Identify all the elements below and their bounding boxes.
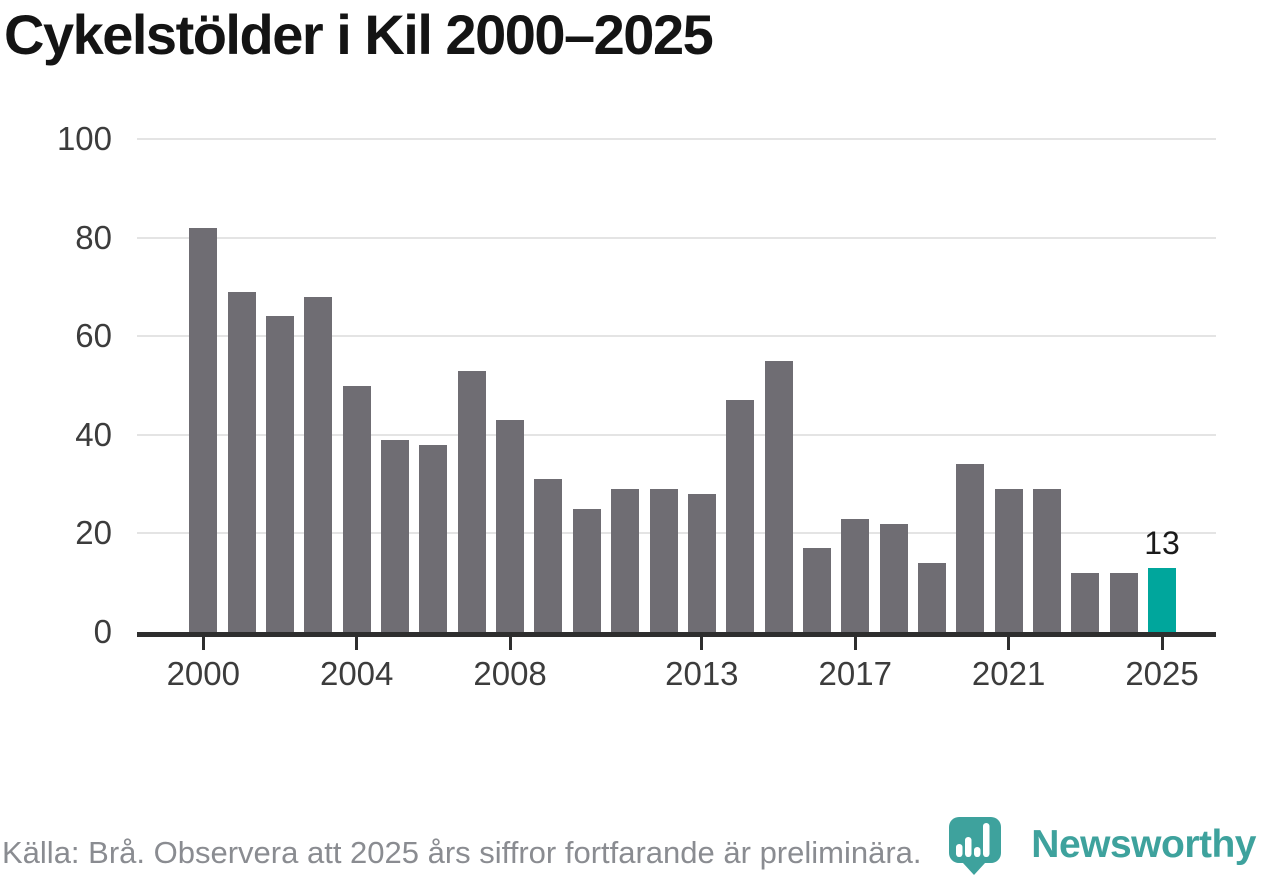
bar-2001 [227, 291, 256, 632]
bar-2022 [1033, 489, 1061, 632]
bar-2011 [611, 489, 640, 632]
chart-title: Cykelstölder i Kil 2000–2025 [4, 3, 714, 66]
x-axis-line [137, 632, 1216, 637]
bar-2017 [841, 518, 870, 632]
x-tick-2008 [508, 637, 512, 650]
x-axis-label: 2008 [473, 655, 547, 692]
bar-2000 [189, 227, 218, 632]
y-axis-label: 0 [93, 613, 112, 650]
bar-2024 [1109, 572, 1138, 632]
bar-2025 [1148, 567, 1177, 632]
bar-2019 [917, 562, 946, 632]
bar-2007 [457, 370, 486, 632]
bar-2018 [879, 523, 908, 632]
bar-2008 [496, 420, 525, 632]
gridline-y60 [137, 335, 1216, 338]
bar-2023 [1071, 572, 1100, 632]
highlight-value-label: 13 [1144, 524, 1180, 561]
newsworthy-wordmark: Newsworthy [1031, 823, 1256, 866]
bar-2002 [266, 316, 294, 632]
bar-2020 [956, 464, 985, 632]
bar-2009 [534, 479, 563, 632]
x-tick-2017 [853, 637, 857, 650]
bar-2010 [572, 508, 601, 632]
newsworthy-bubble-bar-chart-icon [949, 817, 1001, 875]
gridline-y100 [137, 138, 1216, 140]
bar-2015 [764, 360, 793, 632]
bar-2016 [802, 548, 831, 632]
bar-2013 [687, 493, 716, 632]
gridline-y80 [137, 236, 1216, 239]
x-tick-2025 [1160, 637, 1164, 650]
y-axis-label: 60 [75, 317, 112, 355]
x-axis-label: 2025 [1125, 655, 1199, 692]
x-axis-label: 2004 [319, 655, 394, 692]
bar-2012 [649, 489, 678, 632]
x-tick-2021 [1007, 637, 1011, 650]
y-axis-label: 20 [75, 514, 112, 552]
bar-2005 [381, 439, 410, 632]
x-axis-label: 2013 [665, 655, 739, 692]
gridline-y40 [137, 433, 1216, 436]
x-tick-2013 [700, 637, 704, 650]
y-axis-label: 100 [56, 120, 112, 157]
x-tick-2000 [201, 637, 205, 650]
source-note: Källa: Brå. Observera att 2025 års siffr… [2, 835, 922, 870]
x-axis-label: 2017 [818, 655, 892, 692]
bar-2006 [419, 444, 448, 632]
bar-2004 [342, 385, 371, 632]
bar-2014 [726, 400, 755, 632]
x-tick-2004 [355, 637, 359, 650]
y-axis-label: 80 [75, 218, 112, 256]
x-axis-label: 2000 [166, 655, 240, 692]
y-axis-label: 40 [75, 415, 112, 453]
bar-2003 [304, 296, 333, 632]
bar-2021 [994, 489, 1023, 632]
x-axis-label: 2021 [971, 655, 1046, 692]
